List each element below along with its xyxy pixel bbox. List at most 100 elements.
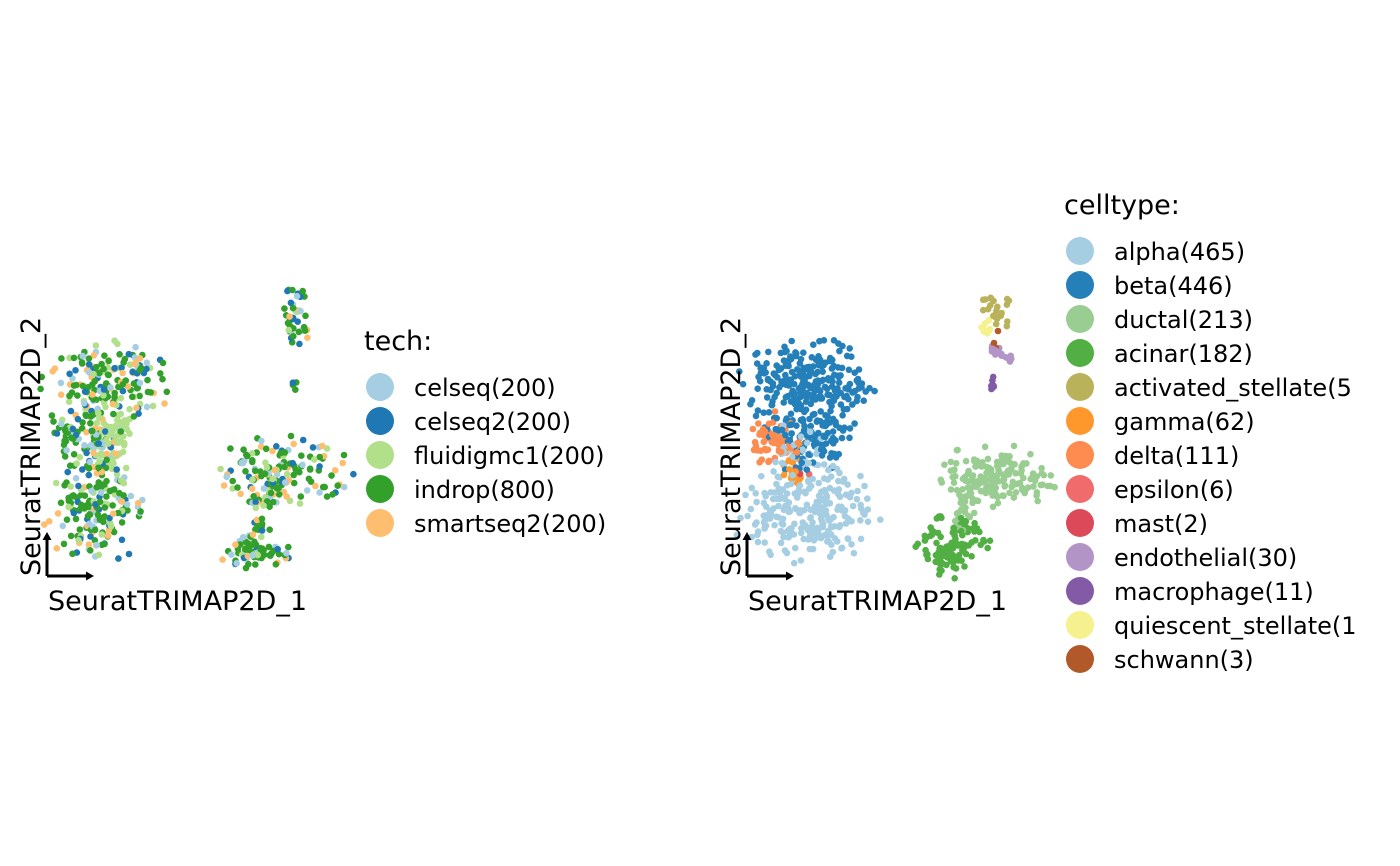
scatter-point	[86, 458, 94, 466]
scatter-point	[923, 534, 930, 541]
scatter-point	[65, 494, 72, 502]
scatter-point	[961, 473, 969, 481]
scatter-point	[843, 352, 851, 360]
scatter-point	[979, 306, 987, 314]
scatter-point	[159, 375, 166, 383]
scatter-point	[250, 493, 257, 500]
scatter-point	[273, 485, 281, 492]
scatter-point	[257, 443, 265, 451]
scatter-point	[1005, 467, 1012, 474]
scatter-point	[63, 447, 70, 454]
scatter-point	[283, 470, 291, 478]
scatter-point	[239, 533, 247, 541]
scatter-point	[843, 405, 851, 413]
scatter-point	[290, 333, 297, 340]
scatter-point	[292, 386, 299, 394]
legend-label: gamma(62)	[1114, 408, 1255, 436]
scatter-point	[100, 392, 107, 399]
scatter-point	[831, 393, 839, 400]
scatter-point	[70, 382, 78, 389]
scatter-point	[816, 510, 824, 517]
scatter-point	[227, 445, 234, 452]
legend-key	[1066, 441, 1094, 469]
scatter-point	[747, 400, 754, 408]
scatter-point	[266, 503, 273, 511]
scatter-point	[835, 379, 843, 387]
scatter-point	[83, 428, 90, 436]
axis-arrows	[42, 532, 94, 581]
scatter-point	[87, 533, 94, 540]
legend-key	[1066, 237, 1094, 265]
scatter-point	[144, 376, 151, 384]
scatter-point	[971, 519, 978, 527]
scatter-point	[57, 391, 65, 399]
scatter-point	[157, 370, 164, 377]
scatter-point	[838, 545, 845, 552]
legend-key	[1066, 373, 1094, 401]
scatter-point	[771, 489, 778, 496]
scatter-point	[786, 437, 794, 444]
scatter-point	[829, 434, 837, 442]
scatter-point	[806, 545, 814, 553]
scatter-point	[823, 511, 830, 519]
scatter-point	[306, 465, 314, 473]
scatter-point	[232, 541, 239, 548]
scatter-point	[837, 389, 844, 397]
scatter-point	[74, 392, 81, 399]
scatter-point	[806, 428, 814, 436]
scatter-point	[814, 417, 821, 424]
scatter-point	[864, 495, 871, 503]
scatter-point	[781, 494, 788, 501]
scatter-point	[118, 364, 125, 371]
scatter-point	[771, 521, 778, 529]
scatter-point	[37, 385, 44, 393]
scatter-point	[959, 486, 966, 493]
scatter-point	[752, 490, 759, 497]
scatter-point	[96, 516, 104, 523]
scatter-point	[813, 439, 820, 447]
scatter-point	[114, 439, 122, 447]
scatter-point	[968, 539, 975, 546]
scatter-point	[85, 471, 93, 479]
scatter-point	[76, 526, 84, 533]
scatter-point	[752, 351, 759, 358]
scatter-point	[792, 349, 799, 356]
scatter-point	[310, 456, 318, 463]
scatter-point	[998, 352, 1006, 359]
scatter-point	[760, 512, 767, 519]
scatter-point	[248, 485, 256, 493]
legend-entries: alpha(465) beta(446) ductal(213) acinar(182…	[1066, 237, 1357, 674]
scatter-point	[794, 439, 802, 447]
scatter-point	[1012, 470, 1019, 477]
scatter-point	[69, 435, 76, 442]
scatter-point	[793, 422, 800, 430]
scatter-point	[770, 468, 777, 475]
scatter-point	[143, 403, 151, 411]
scatter-point	[1020, 474, 1027, 482]
scatter-point	[119, 448, 127, 456]
scatter-point	[58, 355, 65, 362]
scatter-point	[1006, 459, 1014, 466]
scatter-point	[829, 548, 837, 556]
legend-title: celltype:	[1064, 190, 1180, 221]
scatter-point	[821, 486, 828, 494]
scatter-point	[74, 415, 82, 423]
scatter-point	[747, 505, 755, 513]
scatter-point	[777, 448, 785, 456]
scatter-point	[328, 472, 335, 479]
scatter-point	[750, 446, 758, 454]
scatter-point	[134, 499, 142, 507]
scatter-point	[123, 501, 131, 508]
scatter-point	[938, 479, 946, 486]
scatter-point	[50, 418, 57, 425]
scatter-point	[70, 451, 78, 458]
scatter-point	[121, 417, 129, 424]
scatter-point	[65, 503, 72, 511]
scatter-point	[800, 535, 807, 543]
scatter-point	[219, 556, 226, 563]
scatter-point	[980, 536, 987, 544]
scatter-point	[112, 450, 120, 458]
scatter-point	[290, 479, 298, 487]
scatter-point	[834, 506, 841, 513]
scatter-point	[988, 345, 996, 352]
